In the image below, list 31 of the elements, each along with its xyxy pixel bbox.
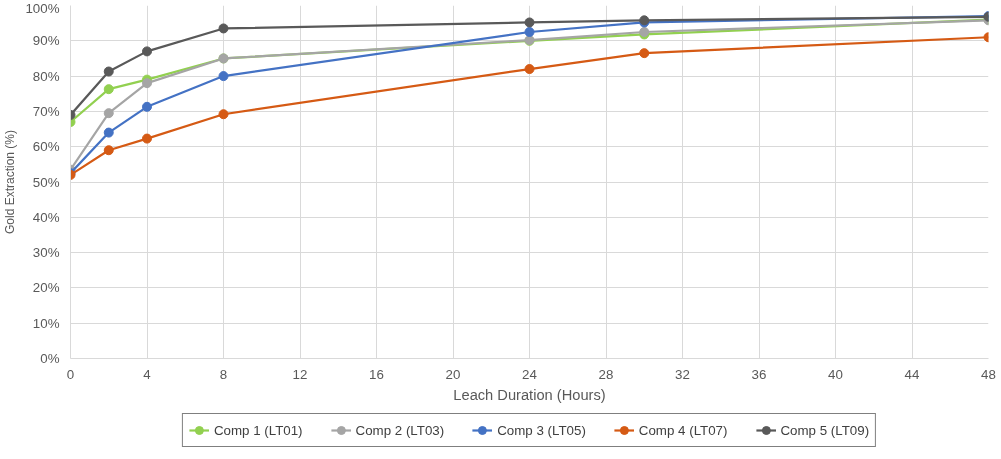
x-tick-label: 8 [219, 366, 228, 382]
x-tick-label: 32 [675, 366, 690, 382]
x-tick-label: 20 [445, 366, 461, 382]
x-tick-label: 4 [143, 366, 152, 382]
legend-label: Comp 2 (LT03) [355, 422, 445, 438]
x-tick-label: 36 [751, 366, 767, 382]
y-axis-title: Gold Extraction (%) [3, 129, 18, 235]
legend-label: Comp 5 (LT09) [780, 422, 870, 438]
x-tick-label: 16 [369, 366, 384, 382]
y-tick-label: 70% [32, 103, 60, 119]
y-tick-label: 100% [25, 0, 60, 16]
y-tick-label: 40% [32, 209, 60, 225]
y-tick-label: 60% [32, 139, 60, 155]
x-tick-label: 24 [522, 366, 538, 382]
x-axis-title: Leach Duration (Hours) [453, 386, 606, 403]
y-tick-label: 80% [32, 68, 60, 84]
legend-label: Comp 4 (LT07) [638, 422, 728, 438]
x-tick-label: 40 [828, 366, 843, 382]
x-tick-label: 12 [292, 366, 308, 382]
y-tick-label: 30% [32, 245, 60, 261]
y-tick-label: 10% [32, 315, 60, 331]
x-tick-label: 0 [66, 366, 75, 382]
y-tick-label: 50% [32, 174, 60, 190]
y-tick-label: 0% [40, 351, 60, 366]
legend-label: Comp 3 (LT05) [497, 422, 586, 438]
x-tick-label: 44 [904, 366, 920, 382]
x-tick-label: 48 [981, 366, 996, 382]
legend-label: Comp 1 (LT01) [213, 422, 303, 438]
x-tick-label: 28 [598, 366, 614, 382]
y-tick-label: 20% [32, 280, 60, 296]
y-tick-label: 90% [32, 33, 60, 49]
